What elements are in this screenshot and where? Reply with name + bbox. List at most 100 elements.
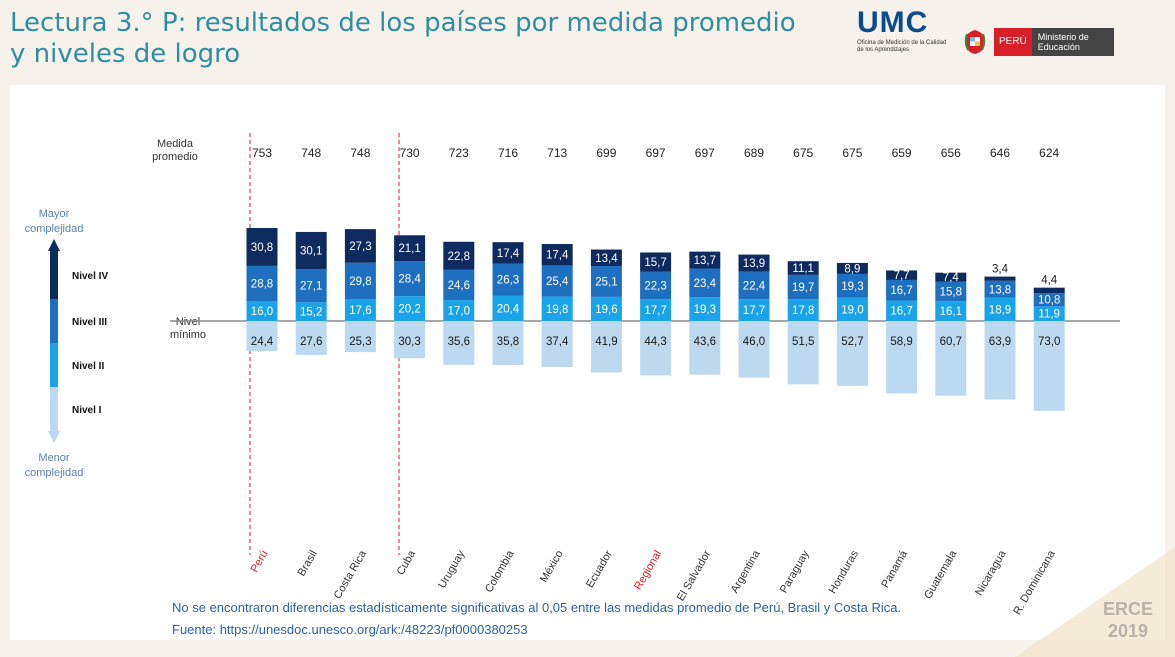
bar-nivel-iii bbox=[590, 266, 622, 297]
bar-nivel-ii bbox=[443, 300, 475, 321]
bar-nivel-iv bbox=[344, 229, 376, 263]
bar-label-nivel-1: 73,0 bbox=[1038, 336, 1060, 348]
nivel-minimo-label-line1: Nivel bbox=[176, 316, 200, 328]
bar-label-nivel-1: 52,7 bbox=[841, 336, 863, 348]
bar-nivel-ii bbox=[246, 301, 278, 321]
category-label: Brasil bbox=[296, 549, 320, 579]
bar-nivel-ii bbox=[295, 302, 327, 321]
bar-nivel-1 bbox=[640, 321, 672, 376]
medida-promedio-value: 748 bbox=[350, 146, 370, 160]
bar-label-nivel-ii: 17,6 bbox=[349, 305, 371, 317]
bar-nivel-ii bbox=[1033, 306, 1065, 321]
umc-logo-text: UMC bbox=[857, 6, 929, 39]
medida-promedio-value: 730 bbox=[400, 146, 420, 160]
bar-label-nivel-1: 51,5 bbox=[792, 336, 814, 348]
bar-nivel-iv bbox=[246, 228, 278, 266]
bar-label-nivel-iv: 17,4 bbox=[546, 250, 569, 262]
bar-nivel-ii bbox=[689, 297, 721, 321]
bar-nivel-1 bbox=[984, 321, 1016, 400]
bar-label-nivel-ii: 16,7 bbox=[890, 306, 912, 318]
bar-label-nivel-1: 58,9 bbox=[890, 336, 912, 348]
legend-level-label: Nivel IV bbox=[72, 271, 108, 282]
legend-level-label: Nivel III bbox=[72, 317, 107, 328]
bar-label-nivel-1: 30,3 bbox=[398, 336, 420, 348]
bar-nivel-iii bbox=[295, 268, 327, 303]
medida-promedio-value: 748 bbox=[301, 146, 321, 160]
legend-top-label-line2: complejidad bbox=[25, 223, 84, 235]
bar-nivel-iv bbox=[935, 272, 967, 282]
peru-label: PERÚ bbox=[994, 28, 1032, 56]
bar-nivel-iii bbox=[984, 280, 1016, 298]
category-label: El Salvador bbox=[675, 548, 714, 603]
bar-label-nivel-1: 46,0 bbox=[743, 336, 765, 348]
medida-row-label-line1: Medida bbox=[157, 138, 194, 150]
bar-label-nivel-1: 43,6 bbox=[694, 336, 716, 348]
bar-label-nivel-iv: 13,4 bbox=[595, 253, 618, 265]
bar-nivel-iv bbox=[689, 251, 721, 269]
bar-nivel-iv bbox=[738, 254, 770, 272]
bar-label-nivel-ii: 20,4 bbox=[497, 303, 520, 315]
bar-label-nivel-1: 63,9 bbox=[989, 336, 1011, 348]
bar-label-nivel-1: 60,7 bbox=[940, 336, 962, 348]
medida-promedio-value: 656 bbox=[941, 146, 961, 160]
bar-nivel-ii bbox=[344, 299, 376, 321]
minedu-logo: PERÚ Ministerio de Educación bbox=[962, 22, 1152, 62]
bar-label-nivel-ii: 19,3 bbox=[694, 304, 716, 316]
bar-nivel-iii bbox=[492, 263, 524, 296]
bar-nivel-1 bbox=[246, 321, 278, 352]
bar-nivel-ii bbox=[492, 295, 524, 321]
bar-label-nivel-ii: 17,8 bbox=[792, 305, 814, 317]
bar-nivel-1 bbox=[590, 321, 622, 373]
bar-nivel-iv bbox=[984, 276, 1016, 281]
legend-bar-4 bbox=[50, 251, 58, 299]
bar-nivel-iii bbox=[443, 269, 475, 301]
bar-label-nivel-ii: 17,0 bbox=[448, 306, 470, 318]
bar-label-nivel-iv: 30,8 bbox=[251, 242, 273, 254]
bar-nivel-iii bbox=[344, 262, 376, 300]
bar-nivel-ii bbox=[886, 300, 918, 321]
bar-nivel-ii bbox=[935, 301, 967, 321]
legend-bottom-label-line1: Menor bbox=[38, 452, 70, 464]
legend-arrow-up-icon bbox=[48, 239, 60, 251]
bar-nivel-iii bbox=[541, 265, 573, 297]
category-label: Paraguay bbox=[778, 548, 812, 595]
bar-nivel-iii bbox=[886, 279, 918, 301]
bar-label-nivel-iv: 4,4 bbox=[1041, 275, 1058, 287]
legend-arrow-down-icon bbox=[48, 431, 60, 443]
bar-label-nivel-iv: 27,3 bbox=[349, 241, 371, 253]
bar-label-nivel-ii: 16,0 bbox=[251, 306, 273, 318]
bar-label-nivel-iii: 13,8 bbox=[989, 284, 1011, 296]
legend-level-label: Nivel I bbox=[72, 405, 102, 416]
bar-nivel-iii bbox=[738, 271, 770, 300]
bar-label-nivel-1: 44,3 bbox=[644, 336, 666, 348]
bar-label-nivel-iii: 28,8 bbox=[251, 279, 273, 291]
erce-year: 2019 bbox=[1107, 621, 1149, 641]
medida-promedio-value: 659 bbox=[892, 146, 912, 160]
bar-label-nivel-iii: 16,7 bbox=[890, 285, 912, 297]
legend-bottom-label-line2: complejidad bbox=[25, 467, 84, 479]
category-label: Uruguay bbox=[436, 548, 467, 590]
bar-label-nivel-1: 35,6 bbox=[448, 336, 470, 348]
bar-nivel-iii bbox=[640, 271, 672, 300]
bar-label-nivel-iv: 17,4 bbox=[497, 248, 520, 260]
medida-promedio-value: 699 bbox=[596, 146, 616, 160]
category-label: Regional bbox=[632, 549, 664, 593]
bar-nivel-iv bbox=[640, 252, 672, 272]
legend-top-label-line1: Mayor bbox=[39, 208, 70, 220]
bar-nivel-1 bbox=[935, 321, 967, 396]
ministerio-label: Ministerio de Educación bbox=[1031, 28, 1114, 56]
bar-nivel-iii bbox=[394, 261, 426, 297]
bar-nivel-iv bbox=[836, 262, 868, 274]
bar-nivel-1 bbox=[344, 321, 376, 353]
bar-nivel-iv bbox=[492, 242, 524, 264]
bar-label-nivel-iv: 13,7 bbox=[694, 255, 716, 267]
umc-logo: UMC Oficina de Medición de la Calidad de… bbox=[857, 8, 947, 54]
bar-label-nivel-iv: 21,1 bbox=[398, 243, 420, 255]
bar-nivel-iii bbox=[787, 274, 819, 300]
bar-nivel-iii bbox=[246, 265, 278, 302]
source-citation: Fuente: https://unesdoc.unesco.org/ark:/… bbox=[172, 622, 528, 637]
bar-label-nivel-iii: 25,1 bbox=[595, 276, 617, 288]
medida-promedio-value: 716 bbox=[498, 146, 518, 160]
bar-nivel-iv bbox=[443, 241, 475, 270]
